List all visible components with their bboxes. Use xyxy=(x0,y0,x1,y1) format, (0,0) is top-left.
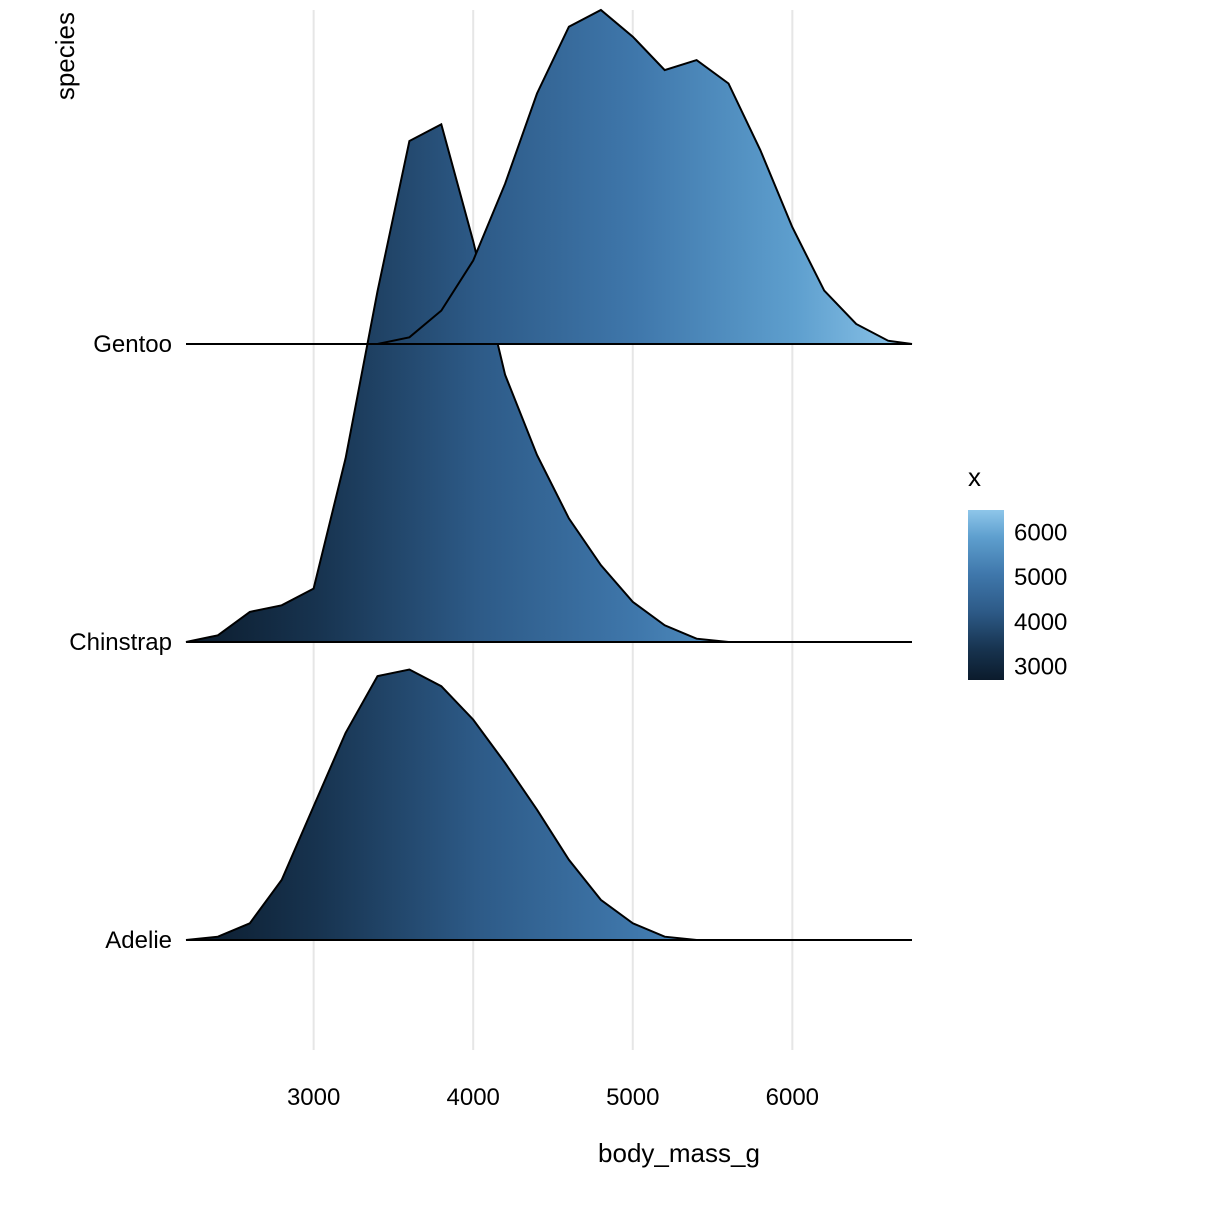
legend-tick-label: 5000 xyxy=(1014,564,1067,591)
y-axis-title: species xyxy=(50,12,80,100)
legend-tick-labels: 6000 5000 4000 3000 xyxy=(1014,519,1067,680)
legend: x 6000 5000 4000 3000 xyxy=(968,462,1067,681)
y-tick-label: Chinstrap xyxy=(69,629,172,656)
legend-colorbar xyxy=(968,510,1004,680)
ridges xyxy=(186,10,912,940)
y-tick-label: Adelie xyxy=(105,927,172,954)
x-axis-title: body_mass_g xyxy=(598,1138,760,1168)
x-tick-label: 4000 xyxy=(447,1084,500,1111)
legend-tick-label: 6000 xyxy=(1014,519,1067,546)
legend-tick-label: 4000 xyxy=(1014,609,1067,636)
x-tick-label: 5000 xyxy=(606,1084,659,1111)
y-tick-label: Gentoo xyxy=(93,331,172,358)
x-tick-label: 6000 xyxy=(766,1084,819,1111)
y-tick-labels: Adelie Chinstrap Gentoo xyxy=(69,331,172,954)
legend-tick-label: 3000 xyxy=(1014,654,1067,681)
x-tick-label: 3000 xyxy=(287,1084,340,1111)
legend-title: x xyxy=(968,462,981,492)
ridge-adelie xyxy=(186,670,912,941)
ridge-gentoo xyxy=(186,10,912,344)
x-tick-labels: 3000 4000 5000 6000 xyxy=(287,1084,819,1111)
ridgeline-chart: 3000 4000 5000 6000 Adelie Chinstrap Gentoo b… xyxy=(0,0,1224,1224)
